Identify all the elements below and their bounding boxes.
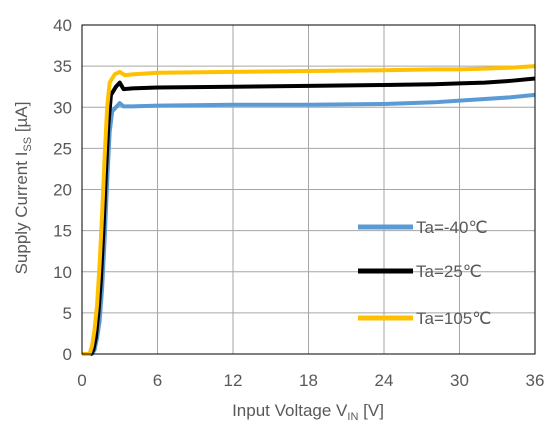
y-tick-label: 10 xyxy=(53,263,72,282)
x-axis-label-main: Input Voltage V xyxy=(232,401,348,420)
x-axis-label-unit: [V] xyxy=(358,401,384,420)
series-line-2 xyxy=(82,76,536,356)
legend: Ta=-40℃ Ta=25℃ Ta=105℃ xyxy=(358,218,491,328)
y-tick-label: 15 xyxy=(53,222,72,241)
x-tick-label: 0 xyxy=(77,371,86,390)
legend-label-3: Ta=105℃ xyxy=(416,309,491,328)
x-tick-label: 36 xyxy=(526,371,545,390)
grid xyxy=(82,25,535,354)
y-tick-label: 0 xyxy=(63,345,72,364)
y-tick-label: 40 xyxy=(53,16,72,35)
y-tick-label: 5 xyxy=(63,304,72,323)
y-tick-label: 30 xyxy=(53,98,72,117)
x-tick-label: 18 xyxy=(299,371,318,390)
series-line-3 xyxy=(82,64,536,356)
x-axis-label-sub: IN xyxy=(347,411,358,421)
x-tick-label: 6 xyxy=(153,371,162,390)
y-axis-label: Supply Current ISS [µA] xyxy=(12,102,34,275)
y-axis-label-main: Supply Current I xyxy=(12,152,31,275)
y-tick-label: 35 xyxy=(53,57,72,76)
y-axis-label-sub: SS xyxy=(22,137,34,152)
y-axis-label-unit: [µA] xyxy=(12,102,31,137)
legend-label-2: Ta=25℃ xyxy=(416,262,482,281)
legend-label-1: Ta=-40℃ xyxy=(416,218,488,237)
y-tick-label: 20 xyxy=(53,181,72,200)
x-tick-label: 30 xyxy=(450,371,469,390)
x-axis-label: Input Voltage VIN [V] xyxy=(232,401,384,421)
tick-labels: 0 6 12 18 24 30 36 0 5 10 15 20 25 30 35 40 xyxy=(53,16,544,390)
x-tick-label: 12 xyxy=(224,371,243,390)
series-group xyxy=(82,64,536,356)
x-tick-label: 24 xyxy=(375,371,394,390)
y-tick-label: 25 xyxy=(53,139,72,158)
plot-frame xyxy=(81,24,536,355)
